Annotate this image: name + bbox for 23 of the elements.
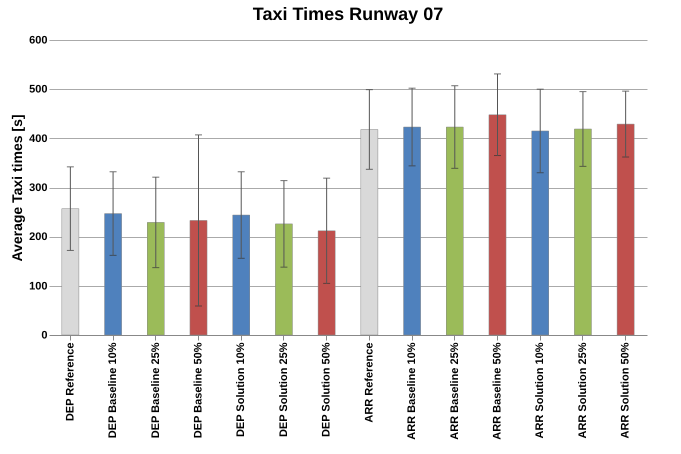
- x-tick-label: DEP Reference: [64, 342, 76, 422]
- x-tick-label: DEP Baseline 10%: [107, 342, 120, 438]
- y-tick-label: 400: [29, 132, 48, 145]
- chart-title: Taxi Times Runway 07: [252, 4, 444, 24]
- x-tick-label: DEP Solution 25%: [278, 342, 290, 438]
- y-axis-title: Average Taxi times [s]: [9, 114, 26, 262]
- x-tick-label: ARR Baseline 10%: [406, 342, 418, 440]
- y-tick-label: 500: [29, 84, 48, 96]
- x-tick-label: DEP Baseline 50%: [192, 342, 204, 438]
- y-tick-label: 200: [29, 231, 48, 244]
- x-tick-label: ARR Solution 50%: [620, 342, 632, 438]
- y-tick-label: 600: [29, 34, 48, 46]
- x-tick-label: ARR Baseline 50%: [492, 342, 504, 440]
- y-tick-label: 300: [29, 182, 48, 194]
- y-tick-label: 100: [29, 280, 48, 292]
- x-tick-label: ARR Reference: [363, 342, 376, 423]
- x-tick-label: ARR Solution 25%: [576, 342, 589, 438]
- y-tick-label: 0: [41, 330, 48, 342]
- x-tick-label: DEP Solution 50%: [320, 342, 333, 438]
- x-tick-label: ARR Solution 10%: [534, 342, 546, 438]
- x-tick-label: ARR Baseline 25%: [448, 342, 461, 440]
- x-tick-label: DEP Baseline 25%: [150, 342, 162, 438]
- x-tick-label: DEP Solution 10%: [235, 342, 248, 438]
